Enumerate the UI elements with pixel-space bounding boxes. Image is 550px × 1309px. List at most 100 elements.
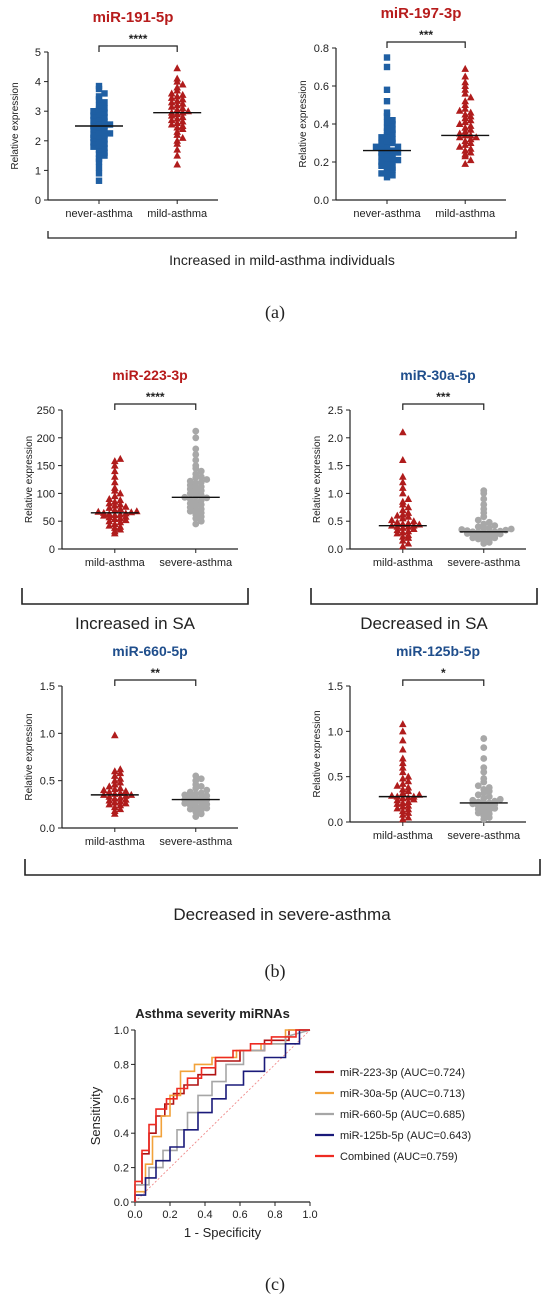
data-point-never-asthma: [106, 121, 114, 128]
data-point-severe-asthma: [192, 498, 200, 506]
data-point-severe-asthma: [480, 520, 488, 528]
data-point-severe-asthma: [469, 796, 477, 804]
legend-entry: miR-125b-5p (AUC=0.643): [340, 1130, 471, 1142]
y-axis-label: Relative expression: [298, 80, 309, 167]
data-point-severe-asthma: [197, 478, 205, 486]
data-point-never-asthma: [383, 174, 391, 181]
roc-x-tick-label: 0.8: [267, 1209, 282, 1221]
data-point-mild-asthma: [122, 795, 130, 803]
data-point-severe-asthma: [192, 479, 200, 487]
data-point-mild-asthma: [116, 769, 125, 777]
roc-curve-1: [134, 1029, 310, 1202]
data-point-mild-asthma: [111, 806, 119, 814]
data-point-mild-asthma: [404, 508, 413, 516]
data-point-never-asthma: [389, 155, 396, 162]
data-point-severe-asthma: [186, 801, 194, 809]
data-point-mild-asthma: [404, 783, 413, 791]
data-point-mild-asthma: [399, 785, 407, 793]
data-point-severe-asthma: [203, 800, 211, 808]
data-point-severe-asthma: [192, 470, 200, 478]
data-point-never-asthma: [101, 145, 108, 152]
roc-y-tick-label: 0.6: [114, 1094, 129, 1106]
data-point-mild-asthma: [466, 93, 475, 101]
data-point-mild-asthma: [393, 511, 402, 519]
data-point-never-asthma: [378, 139, 385, 147]
data-point-never-asthma: [378, 145, 385, 152]
data-point-severe-asthma: [192, 434, 200, 442]
data-point-never-asthma: [101, 109, 108, 116]
data-point-never-asthma: [383, 164, 391, 171]
data-point-never-asthma: [383, 118, 391, 126]
x-tick-label: never-asthma: [65, 208, 133, 220]
legend-entry: miR-30a-5p (AUC=0.713): [340, 1088, 465, 1100]
data-point-mild-asthma: [393, 796, 402, 804]
data-point-never-asthma: [378, 153, 385, 160]
data-point-mild-asthma: [404, 772, 413, 780]
data-point-never-asthma: [383, 132, 391, 139]
data-point-mild-asthma: [116, 489, 125, 497]
roc-y-tick-label: 0.4: [114, 1128, 129, 1140]
data-point-mild-asthma: [404, 813, 413, 821]
y-tick-label: 0.6: [314, 81, 329, 93]
data-point-severe-asthma: [474, 791, 482, 799]
data-point-mild-asthma: [111, 472, 119, 480]
y-tick-label: 2: [35, 136, 41, 148]
roc-x-tick-label: 0.0: [127, 1209, 142, 1221]
group-b3-label: Decreased in severe-asthma: [173, 905, 391, 924]
data-point-never-asthma: [378, 170, 385, 177]
roc-x-tick-label: 0.6: [232, 1209, 247, 1221]
data-point-never-asthma: [389, 139, 396, 147]
data-point-mild-asthma: [122, 787, 130, 795]
y-tick-label: 4: [35, 77, 41, 89]
data-point-never-asthma: [383, 86, 391, 93]
roc-panel: Asthma severity miRNAs 0.0 0.2 0.4 0.6 0.8 1.0…: [88, 1006, 471, 1240]
chart-miR-125b-5p: miR-125b-5p 0.0 0.5 1.0 1.5 Relative expressi…: [312, 643, 526, 842]
data-point-severe-asthma: [186, 793, 194, 801]
chart-title: miR-660-5p: [112, 643, 187, 659]
y-axis-label: Relative expression: [24, 713, 35, 800]
data-point-mild-asthma: [94, 507, 103, 515]
data-point-never-asthma: [383, 151, 391, 158]
x-tick-label: mild-asthma: [435, 208, 496, 220]
x-tick-label: severe-asthma: [159, 836, 233, 848]
data-point-mild-asthma: [111, 511, 119, 519]
data-point-mild-asthma: [116, 793, 125, 801]
significance-stars: ***: [436, 390, 450, 404]
y-tick-label: 0.5: [328, 772, 343, 784]
y-tick-label: 1.0: [328, 488, 343, 500]
significance-bracket: [402, 679, 485, 686]
data-point-never-asthma: [383, 109, 391, 116]
data-point-mild-asthma: [173, 74, 181, 82]
y-tick-label: 5: [35, 47, 41, 59]
data-point-never-asthma: [383, 160, 391, 168]
data-point-never-asthma: [95, 124, 103, 131]
data-point-mild-asthma: [111, 798, 119, 806]
roc-y-tick-label: 0.8: [114, 1059, 129, 1071]
y-tick-label: 0.2: [314, 157, 329, 169]
data-point-mild-asthma: [116, 504, 125, 512]
data-point-mild-asthma: [466, 112, 475, 120]
data-point-mild-asthma: [399, 428, 407, 436]
data-point-never-asthma: [389, 172, 396, 179]
roc-x-tick-label: 1.0: [302, 1209, 317, 1221]
data-point-never-asthma: [378, 162, 385, 169]
significance-bracket: [114, 403, 197, 410]
data-point-severe-asthma: [480, 795, 488, 802]
data-point-mild-asthma: [399, 815, 407, 823]
panel-label-b: (b): [265, 961, 286, 982]
data-point-never-asthma: [394, 149, 402, 156]
data-point-never-asthma: [90, 139, 97, 146]
data-point-severe-asthma: [485, 518, 493, 526]
data-point-mild-asthma: [404, 503, 413, 511]
roc-y-tick-label: 1.0: [114, 1025, 129, 1037]
data-point-mild-asthma: [461, 159, 469, 167]
data-point-mild-asthma: [178, 80, 187, 88]
significance-bracket: [114, 679, 197, 686]
data-point-never-asthma: [101, 131, 108, 139]
data-point-severe-asthma: [480, 764, 488, 771]
data-point-severe-asthma: [186, 788, 194, 796]
y-tick-label: 0: [35, 195, 41, 207]
data-point-mild-asthma: [173, 64, 181, 72]
data-point-never-asthma: [101, 113, 108, 121]
